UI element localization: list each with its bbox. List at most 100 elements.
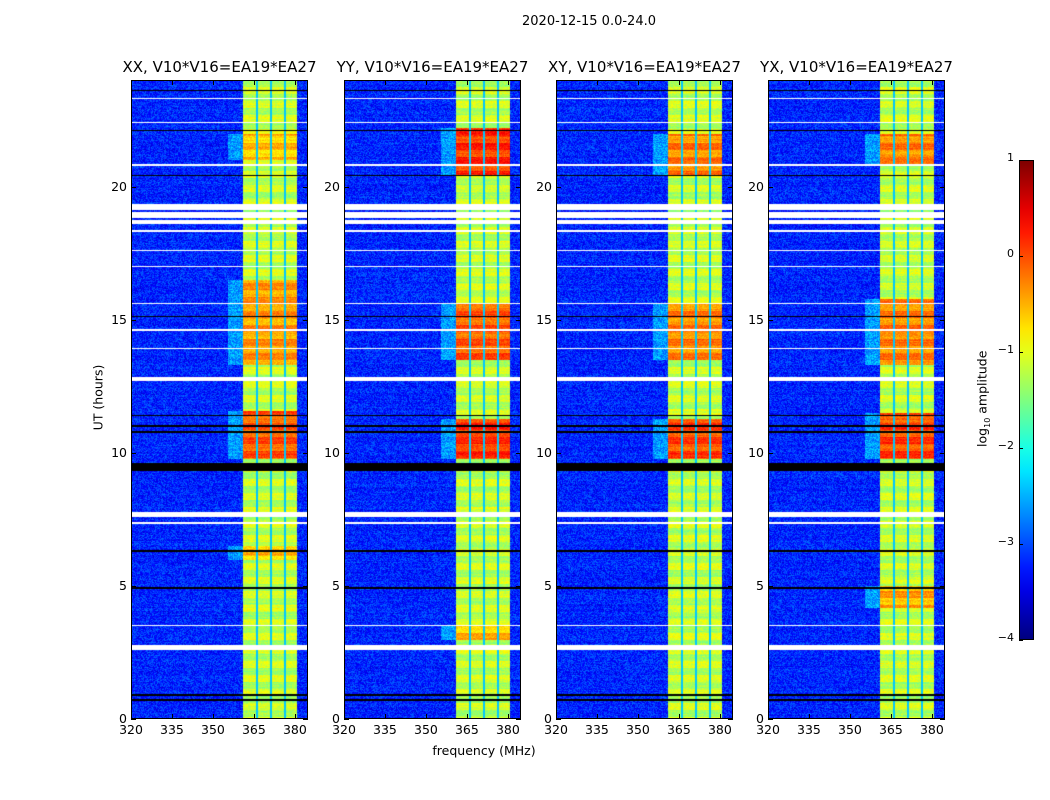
colorbar-tick-label: 0	[1007, 247, 1014, 260]
heatmap-image	[556, 80, 733, 719]
axes-frame	[344, 80, 521, 719]
y-tick-label: 10	[324, 444, 340, 460]
x-tick-label: 335	[160, 722, 184, 737]
y-tick-label: 10	[536, 444, 552, 460]
x-axis-label: frequency (MHz)	[432, 743, 536, 758]
colorbar-tick-mark	[1019, 256, 1023, 257]
y-tick-mark	[516, 585, 521, 587]
y-tick-mark	[516, 319, 521, 321]
y-tick-mark	[768, 585, 773, 587]
y-tick-mark	[131, 719, 136, 720]
y-tick-mark	[131, 186, 136, 188]
x-tick-mark	[931, 714, 933, 719]
x-tick-mark	[384, 80, 386, 85]
x-tick-label: 350	[414, 722, 438, 737]
y-axis-label: UT (hours)	[90, 364, 106, 431]
y-tick-mark	[516, 719, 521, 720]
axes-frame	[768, 80, 945, 719]
x-tick-mark	[384, 714, 386, 719]
y-tick-mark	[516, 186, 521, 188]
spectrogram-panel-2: YY, V10*V16=EA19*EA27 320 335 350 365 380 0 5 10…	[324, 58, 528, 737]
figure-title: 2020-12-15 0.0-24.0	[522, 14, 656, 29]
x-tick-mark	[849, 714, 851, 719]
heatmap-image	[768, 80, 945, 719]
x-tick-mark	[890, 80, 892, 85]
x-tick-mark	[253, 80, 255, 85]
x-tick-mark	[131, 80, 132, 85]
colorbar-tick-label: 1	[1007, 151, 1014, 164]
y-tick-mark	[303, 319, 308, 321]
x-tick-label: 335	[373, 722, 397, 737]
y-tick-label: 0	[332, 711, 340, 726]
colorbar	[1019, 160, 1034, 640]
panel-title: XY, V10*V16=EA19*EA27	[548, 58, 741, 76]
x-tick-mark	[637, 714, 639, 719]
x-tick-mark	[344, 714, 345, 719]
y-tick-label: 5	[756, 577, 764, 593]
x-tick-label: 320	[756, 722, 780, 737]
y-tick-label: 5	[544, 577, 552, 593]
y-tick-mark	[556, 585, 561, 587]
axes-frame	[131, 80, 308, 719]
y-tick-mark	[131, 585, 136, 587]
x-tick-label: 380	[282, 722, 307, 737]
x-tick-label: 365	[241, 722, 266, 737]
spectrogram-panel-3: XY, V10*V16=EA19*EA27 320 335 350 365 380 0 5 10…	[536, 58, 741, 737]
y-tick-mark	[303, 585, 308, 587]
y-tick-mark	[131, 452, 136, 454]
y-tick-mark	[556, 319, 561, 321]
y-tick-mark	[940, 719, 945, 720]
y-tick-mark	[768, 452, 773, 454]
x-tick-mark	[466, 714, 468, 719]
panel-title: YY, V10*V16=EA19*EA27	[336, 58, 529, 76]
y-tick-mark	[768, 319, 773, 321]
x-tick-mark	[425, 80, 427, 85]
colorbar-tick-mark	[1019, 160, 1023, 161]
x-tick-mark	[131, 714, 132, 719]
x-tick-mark	[931, 80, 933, 85]
x-tick-mark	[344, 80, 345, 85]
y-tick-mark	[516, 452, 521, 454]
y-tick-label: 10	[748, 444, 764, 460]
colorbar-tick-mark	[1019, 544, 1023, 545]
y-tick-mark	[344, 585, 349, 587]
y-tick-mark	[303, 452, 308, 454]
y-tick-label: 10	[111, 444, 127, 460]
x-tick-label: 320	[544, 722, 568, 737]
x-tick-label: 380	[707, 722, 732, 737]
y-tick-mark	[131, 319, 136, 321]
colorbar-tick-label: −2	[997, 439, 1014, 452]
y-tick-mark	[940, 452, 945, 454]
x-tick-label: 380	[495, 722, 520, 737]
y-tick-mark	[344, 452, 349, 454]
y-tick-label: 15	[536, 311, 552, 327]
y-tick-mark	[556, 719, 561, 720]
colorbar-tick-mark	[1019, 352, 1023, 353]
y-tick-label: 5	[119, 577, 127, 593]
y-tick-label: 20	[324, 178, 340, 194]
x-tick-label: 380	[919, 722, 944, 737]
y-tick-label: 0	[119, 711, 127, 726]
y-tick-label: 20	[748, 178, 764, 194]
x-tick-mark	[425, 714, 427, 719]
y-tick-mark	[728, 719, 733, 720]
x-tick-label: 350	[626, 722, 650, 737]
x-tick-mark	[556, 80, 557, 85]
x-tick-label: 365	[666, 722, 691, 737]
colorbar-tick-mark	[1019, 448, 1023, 449]
x-tick-mark	[507, 80, 509, 85]
x-tick-mark	[719, 80, 721, 85]
x-tick-mark	[212, 714, 214, 719]
y-tick-mark	[768, 186, 773, 188]
colorbar-tick-mark	[1019, 640, 1023, 641]
y-tick-mark	[728, 585, 733, 587]
y-tick-label: 15	[748, 311, 764, 327]
y-tick-mark	[344, 719, 349, 720]
y-tick-label: 0	[756, 711, 764, 726]
x-tick-label: 350	[201, 722, 225, 737]
x-tick-mark	[890, 714, 892, 719]
panel-title: XX, V10*V16=EA19*EA27	[122, 58, 317, 76]
x-tick-label: 350	[838, 722, 862, 737]
x-tick-mark	[171, 714, 173, 719]
